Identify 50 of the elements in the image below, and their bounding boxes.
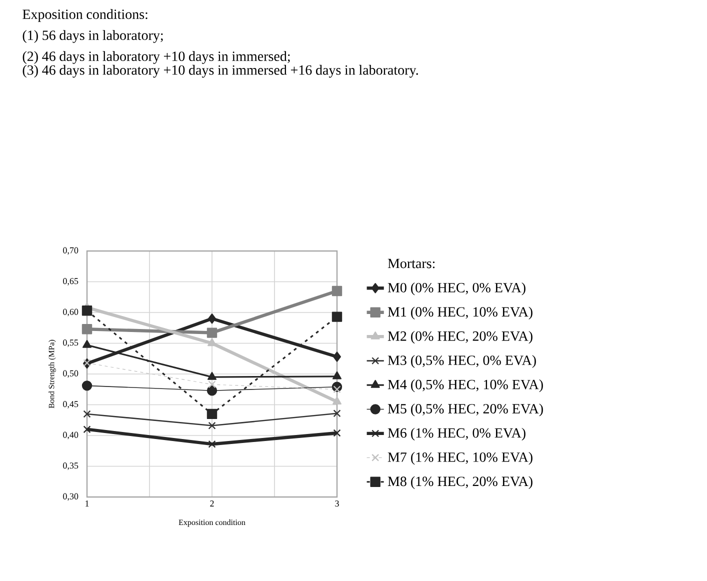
point <box>208 372 217 380</box>
point <box>82 324 92 334</box>
legend-label: M8 (1% HEC, 20% EVA) <box>388 476 532 489</box>
x-axis-title: Exposition condition <box>178 519 246 527</box>
point <box>332 312 342 322</box>
y-tick-label: 0,60 <box>63 308 78 316</box>
y-tick-label: 0,45 <box>63 401 78 408</box>
legend-label: M1 (0% HEC, 10% EVA) <box>388 306 532 320</box>
y-tick-label: 0,55 <box>63 340 78 347</box>
point <box>332 286 342 296</box>
point <box>208 440 216 448</box>
legend-label: M7 (1% HEC, 10% EVA) <box>388 452 532 465</box>
y-tick-label: 0,70 <box>63 247 78 255</box>
point <box>208 314 216 324</box>
point <box>82 380 92 391</box>
legend-title: Mortars: <box>388 258 435 268</box>
y-tick-label: 0,35 <box>63 462 78 470</box>
point <box>83 410 91 418</box>
point <box>333 352 341 362</box>
text: (1) 56 days in laboratory; <box>22 30 163 43</box>
point <box>83 426 91 434</box>
legend-label: M3 (0,5% HEC, 0% EVA) <box>388 355 536 368</box>
chart-title: Exposition conditions: <box>22 9 148 22</box>
y-tick-label: 0,50 <box>63 370 78 378</box>
point <box>208 380 216 388</box>
point <box>333 410 341 418</box>
y-axis-title: Bond Strength (MPa) <box>48 340 56 408</box>
x-tick-label: 3 <box>335 500 339 507</box>
point <box>333 429 341 437</box>
y-tick-label: 0,40 <box>63 432 78 440</box>
point <box>206 385 218 396</box>
legend-label: M5 (0,5% HEC, 20% EVA) <box>388 404 543 416</box>
x-tick-label: 2 <box>210 500 214 506</box>
y-tick-label: 0,30 <box>63 493 78 501</box>
point <box>82 340 92 348</box>
legend-label: M2 (0% HEC, 20% EVA) <box>388 330 532 344</box>
y-tick-label: 0,65 <box>63 278 78 286</box>
point <box>82 306 92 316</box>
legend-label: M6 (1% HEC, 0% EVA) <box>388 428 526 441</box>
point <box>206 408 218 420</box>
point <box>332 371 342 380</box>
point <box>332 396 342 405</box>
legend-label: M0 (0% HEC, 0% EVA) <box>388 282 526 296</box>
point <box>208 422 216 430</box>
x-tick-label: 1 <box>86 500 89 506</box>
text: (3) 46 days in laboratory +10 days in immersed +16 days in laboratory. <box>22 64 418 78</box>
text: (2) 46 days in laboratory +10 days in immersed; <box>22 51 290 64</box>
point <box>333 386 341 394</box>
legend-label: M4 (0,5% HEC, 10% EVA) <box>388 379 543 392</box>
point <box>206 328 218 338</box>
